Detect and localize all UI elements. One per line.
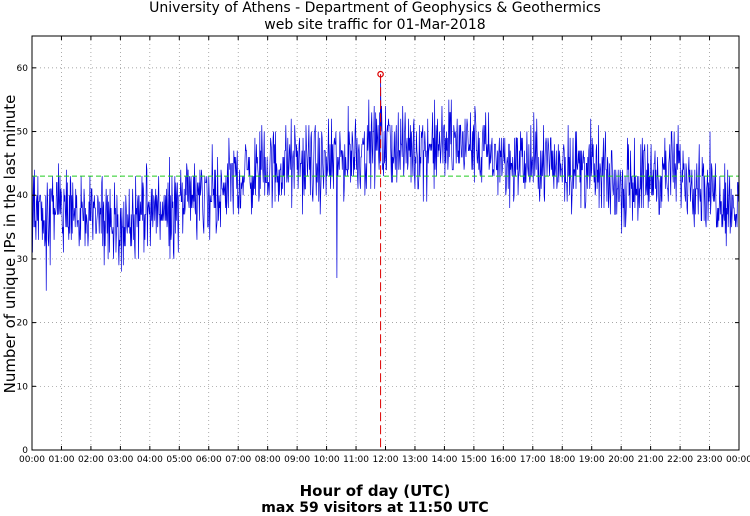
y-tick-label: 50	[17, 128, 29, 138]
x-tick-label: 17:00	[520, 455, 546, 465]
x-tick-label: 06:00	[196, 455, 222, 465]
axes-group: 00:00 01:00 02:00 03:00 04:00 05:00 06:00 07:00…	[17, 35, 750, 465]
chart-title: University of Athens - Department of Geo…	[149, 0, 601, 16]
y-tick-label: 0	[22, 446, 28, 456]
y-tick-label: 40	[17, 191, 29, 201]
x-tick-label: 00:00	[726, 455, 750, 465]
x-tick-label: 22:00	[667, 455, 693, 465]
x-tick-label: 02:00	[78, 455, 104, 465]
x-tick-label: 05:00	[166, 455, 192, 465]
chart-subtitle: web site traffic for 01-Mar-2018	[264, 17, 486, 33]
x-tick-label: 12:00	[373, 455, 399, 465]
x-tick-label: 15:00	[461, 455, 487, 465]
y-tick-label: 60	[17, 64, 29, 74]
max-point-marker	[377, 70, 384, 78]
overlay-group	[32, 70, 739, 450]
grid-lines	[32, 36, 739, 450]
x-tick-label: 03:00	[107, 455, 133, 465]
x-tick-label: 20:00	[608, 455, 634, 465]
traffic-series-line	[31, 74, 740, 291]
x-tick-label: 18:00	[549, 455, 575, 465]
traffic-chart: 00:00 01:00 02:00 03:00 04:00 05:00 06:00 07:00…	[17, 35, 750, 465]
y-tick-label: 30	[17, 255, 29, 265]
plot-frame	[31, 35, 740, 451]
y-tick-label: 10	[17, 382, 29, 392]
x-tick-label: 01:00	[48, 455, 74, 465]
x-tick-label: 08:00	[255, 455, 281, 465]
x-tick-label: 21:00	[638, 455, 664, 465]
series-group	[31, 74, 740, 291]
x-tick-label: 19:00	[579, 455, 605, 465]
x-tick-label: 13:00	[402, 455, 428, 465]
x-tick-label: 23:00	[697, 455, 723, 465]
max-visitors-caption: max 59 visitors at 11:50 UTC	[261, 500, 489, 516]
x-tick-label: 07:00	[225, 455, 251, 465]
y-tick-label: 20	[17, 319, 29, 329]
x-tick-label: 00:00	[19, 455, 45, 465]
x-tick-label: 10:00	[314, 455, 340, 465]
x-tick-label: 04:00	[137, 455, 163, 465]
x-axis-label: Hour of day (UTC)	[299, 482, 451, 500]
x-tick-label: 16:00	[490, 455, 516, 465]
x-tick-label: 14:00	[431, 455, 457, 465]
x-tick-label: 09:00	[284, 455, 310, 465]
x-tick-label: 11:00	[343, 455, 369, 465]
